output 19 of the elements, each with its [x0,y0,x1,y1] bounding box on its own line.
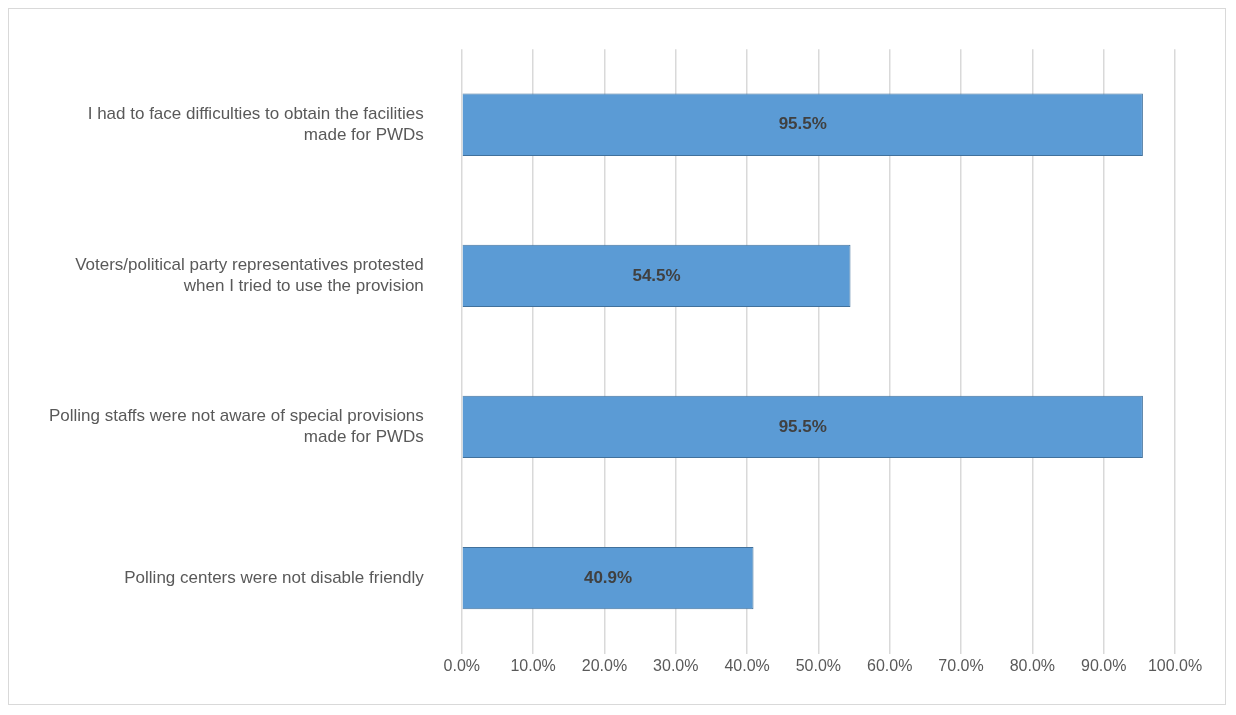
x-tick-label: 90.0% [1080,656,1127,674]
data-label: 95.5% [778,114,827,134]
x-tick-label: 10.0% [510,656,556,674]
y-tick-label: Voters/political party representatives protested when I tried to use the provision [75,255,424,295]
x-tick-label: 40.0% [724,656,770,674]
data-label: 54.5% [632,265,681,285]
x-tick-label: 60.0% [867,656,913,674]
y-tick-label: I had to face difficulties to obtain the facilities made for PWDs [87,104,424,144]
x-tick-label: 70.0% [938,656,984,674]
x-tick-label: 20.0% [581,656,628,674]
x-tick-label: 0.0% [443,656,481,674]
data-label: 95.5% [778,416,827,436]
data-label: 40.9% [583,567,633,587]
y-tick-label: Polling staffs were not aware of special provisions made for PWDs [48,406,424,446]
y-tick-label: Polling centers were not disable friendly [124,567,425,587]
x-tick-label: 50.0% [795,656,842,674]
x-tick-label: 80.0% [1009,656,1056,674]
x-tick-label: 100.0% [1147,656,1203,674]
x-tick-label: 30.0% [653,656,699,674]
